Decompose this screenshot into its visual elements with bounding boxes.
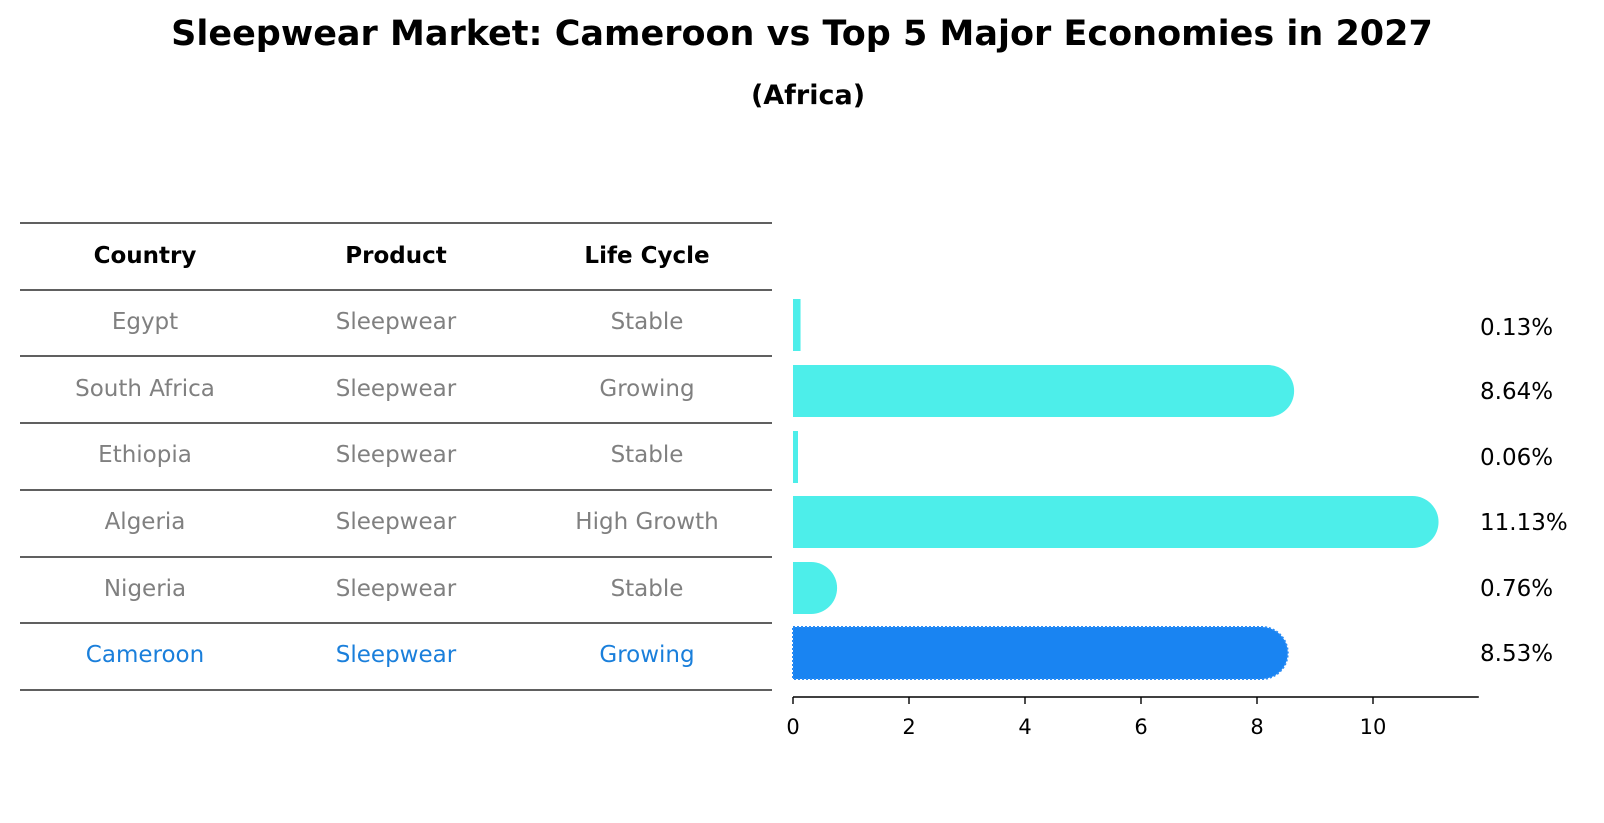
x-tick-label: 8 xyxy=(1250,715,1263,739)
table-cell: Sleepwear xyxy=(336,376,457,402)
table-cell: Sleepwear xyxy=(336,309,457,335)
x-tick-label: 0 xyxy=(786,715,799,739)
table-header-1: Product xyxy=(345,243,446,269)
value-label: 0.76% xyxy=(1480,576,1553,602)
value-label: 8.53% xyxy=(1480,641,1553,667)
value-label: 8.64% xyxy=(1480,379,1553,405)
table-cell: Ethiopia xyxy=(98,442,192,468)
table-cell: Growing xyxy=(599,376,694,402)
chart-subtitle: (Africa) xyxy=(750,80,866,111)
x-axis: 0 2 4 6 8 10 xyxy=(786,696,1479,739)
table-cell: South Africa xyxy=(75,376,215,402)
bar-egypt xyxy=(793,299,801,351)
value-labels: 0.13% 8.64% 0.06% 11.13% 0.76% 8.53% xyxy=(1480,315,1568,667)
table-cell: Growing xyxy=(599,642,694,668)
table-cell: High Growth xyxy=(575,509,718,535)
chart-title: Sleepwear Market: Cameroon vs Top 5 Majo… xyxy=(171,14,1433,54)
bar-algeria xyxy=(793,496,1439,548)
table-header-0: Country xyxy=(94,243,197,269)
table-cell: Sleepwear xyxy=(336,509,457,535)
bar-south-africa xyxy=(793,365,1295,417)
table-cell: Stable xyxy=(611,309,684,335)
table-cell: Sleepwear xyxy=(336,642,457,668)
table-cell: Sleepwear xyxy=(336,442,457,468)
x-tick-label: 6 xyxy=(1134,715,1147,739)
table-cell: Stable xyxy=(611,442,684,468)
table-cell: Algeria xyxy=(105,509,186,535)
data-table: Country Product Life Cycle Egypt Sleepwear St… xyxy=(20,222,772,691)
x-tick-label: 2 xyxy=(902,715,915,739)
x-tick-label: 4 xyxy=(1018,715,1031,739)
bar-chart xyxy=(792,299,1439,680)
table-cell: Egypt xyxy=(112,309,178,335)
bar-cameroon xyxy=(792,626,1289,680)
x-tick-label: 10 xyxy=(1360,715,1387,739)
bar-nigeria xyxy=(793,562,838,614)
value-label: 11.13% xyxy=(1480,510,1568,536)
table-cell: Nigeria xyxy=(104,576,186,602)
bar-ethiopia xyxy=(793,431,798,483)
table-cell: Cameroon xyxy=(86,642,204,668)
value-label: 0.13% xyxy=(1480,315,1553,341)
table-cell: Stable xyxy=(611,576,684,602)
table-header-2: Life Cycle xyxy=(584,243,709,269)
value-label: 0.06% xyxy=(1480,445,1553,471)
table-cell: Sleepwear xyxy=(336,576,457,602)
